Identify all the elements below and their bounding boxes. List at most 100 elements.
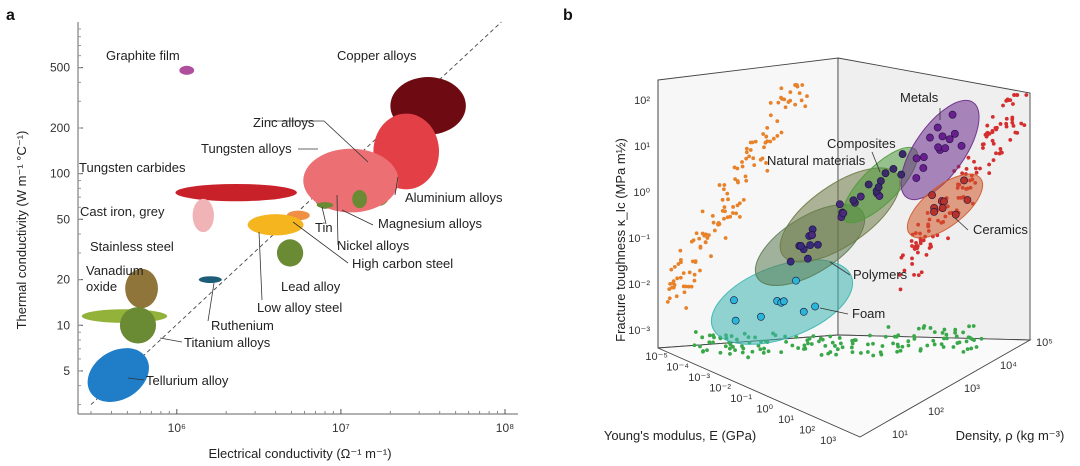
projection-point-modulus — [761, 132, 766, 136]
projection-point-floor — [957, 340, 962, 345]
projection-point-density — [1001, 103, 1005, 108]
z-tick-label-1: 10¹ — [634, 141, 650, 153]
panel-a-label: a — [6, 7, 15, 24]
material-low-alloy-steel — [247, 214, 304, 236]
projection-point-floor — [837, 336, 842, 340]
projection-point-floor — [723, 344, 728, 349]
y-axis-label-b: Density, ρ (kg m⁻³) — [956, 428, 1065, 443]
panel-b-label: b — [563, 7, 573, 24]
material-titanium-alloys — [119, 307, 157, 344]
projection-point-modulus — [686, 284, 691, 289]
projection-point-floor — [733, 348, 737, 353]
sphere-composites — [898, 150, 907, 158]
projection-point-modulus — [765, 139, 770, 144]
y-tick-label-4: 100 — [50, 167, 70, 181]
projection-point-density — [916, 273, 921, 278]
sphere-natural-materials — [856, 192, 865, 201]
y-tick-label-b-3: 10⁴ — [1000, 360, 1017, 372]
projection-point-density — [985, 123, 990, 128]
projection-point-modulus — [717, 222, 722, 226]
projection-point-floor — [965, 347, 970, 352]
projection-point-density — [924, 253, 929, 257]
projection-point-floor — [953, 330, 957, 335]
projection-point-modulus — [702, 232, 707, 237]
ruthenium-leader — [207, 282, 215, 322]
sphere-polymers — [786, 257, 795, 266]
projection-point-modulus — [740, 164, 745, 169]
sphere-metals — [912, 154, 921, 163]
projection-point-modulus — [747, 154, 752, 159]
projection-point-floor — [886, 325, 891, 329]
projection-point-density — [966, 155, 971, 160]
projection-point-density — [981, 146, 985, 150]
y-axis-label: Thermal conductivity (W m⁻¹ °C⁻¹) — [14, 131, 29, 330]
projection-point-modulus — [765, 168, 770, 173]
sphere-metals — [912, 174, 921, 182]
projection-point-modulus — [725, 191, 730, 196]
projection-point-modulus — [697, 236, 702, 241]
sphere-composites — [864, 180, 873, 189]
projection-point-floor — [746, 355, 751, 360]
projection-point-floor — [912, 337, 917, 341]
projection-point-floor — [838, 341, 843, 346]
x-axis-label-b: Young's modulus, E (GPa) — [604, 428, 756, 443]
projection-point-density — [990, 114, 995, 119]
projection-point-floor — [916, 326, 921, 331]
projection-point-floor — [840, 345, 845, 350]
projection-point-modulus — [728, 214, 733, 219]
projection-point-modulus — [735, 166, 740, 171]
projection-point-floor — [979, 336, 984, 341]
projection-point-modulus — [710, 214, 715, 218]
projection-point-modulus — [678, 275, 683, 280]
projection-point-density — [985, 131, 989, 136]
projection-point-floor — [756, 343, 761, 348]
sphere-ceramics — [940, 197, 948, 206]
projection-point-density — [909, 239, 914, 243]
projection-point-density — [998, 146, 1003, 151]
y-tick-label-5: 200 — [50, 121, 70, 135]
projection-point-modulus — [740, 160, 744, 164]
sphere-ceramics — [928, 191, 937, 200]
projection-point-floor — [850, 350, 855, 355]
projection-point-density — [990, 128, 995, 133]
y-tick-label-1: 10 — [57, 318, 71, 332]
projection-point-density — [918, 241, 923, 246]
projection-point-floor — [784, 339, 788, 344]
projection-point-floor — [802, 343, 807, 348]
label-tellurium-alloy: Tellurium alloy — [146, 373, 229, 388]
group-label-metals: Metals — [900, 90, 939, 105]
projection-point-density — [913, 244, 918, 249]
projection-point-floor — [891, 341, 895, 346]
sphere-composites — [889, 164, 898, 173]
projection-point-density — [994, 151, 998, 156]
x-tick-label-b-1: 10⁻⁴ — [666, 362, 689, 374]
sphere-foam — [757, 312, 765, 321]
label-zinc-alloys: Zinc alloys — [253, 115, 315, 130]
projection-point-modulus — [760, 156, 765, 161]
projection-point-floor — [740, 350, 745, 355]
projection-point-floor — [728, 342, 733, 347]
projection-point-floor — [707, 340, 712, 345]
projection-point-density — [999, 150, 1003, 155]
sphere-ceramics — [960, 176, 968, 185]
projection-point-modulus — [711, 220, 716, 225]
group-label-natural-materials: Natural materials — [767, 153, 866, 168]
projection-point-modulus — [764, 134, 769, 139]
projection-point-modulus — [678, 248, 683, 253]
projection-point-floor — [883, 334, 888, 339]
sphere-metals — [941, 144, 950, 153]
projection-point-density — [1011, 102, 1015, 106]
projection-point-modulus — [737, 214, 742, 219]
projection-point-modulus — [776, 100, 781, 105]
projection-point-floor — [964, 339, 969, 344]
projection-point-density — [993, 126, 998, 130]
projection-point-floor — [932, 342, 937, 347]
projection-point-modulus — [671, 281, 676, 286]
projection-point-density — [960, 171, 965, 176]
projection-point-floor — [941, 345, 946, 349]
projection-point-modulus — [683, 284, 688, 289]
projection-point-modulus — [744, 156, 749, 161]
projection-point-density — [1004, 116, 1009, 121]
projection-point-modulus — [700, 209, 705, 214]
projection-point-modulus — [762, 145, 766, 150]
